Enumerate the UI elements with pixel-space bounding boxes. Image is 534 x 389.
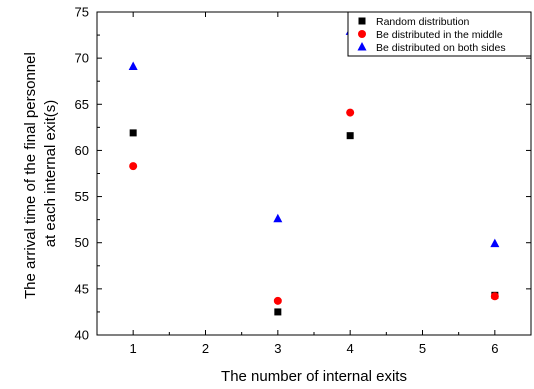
x-tick-label: 2 bbox=[202, 341, 209, 356]
legend-marker-3 bbox=[357, 42, 367, 51]
data-point-series-2 bbox=[129, 162, 138, 171]
y-tick-label: 75 bbox=[75, 5, 89, 20]
x-tick-label: 6 bbox=[491, 341, 498, 356]
y-axis-title-line-2: at each internal exit(s) bbox=[42, 100, 59, 248]
y-tick-label: 50 bbox=[75, 235, 89, 250]
y-tick-label: 60 bbox=[75, 143, 89, 158]
legend-label-2: Be distributed in the middle bbox=[376, 29, 503, 41]
data-point-series-3 bbox=[490, 238, 500, 248]
y-tick-label: 70 bbox=[75, 51, 89, 66]
data-point-series-2 bbox=[490, 292, 499, 301]
data-point-series-2 bbox=[346, 108, 355, 117]
data-point-series-3 bbox=[128, 61, 138, 70]
legend-label-3: Be distributed on both sides bbox=[376, 42, 506, 54]
x-tick-label: 1 bbox=[130, 341, 137, 356]
x-tick-label: 5 bbox=[419, 341, 426, 356]
data-point-series-3 bbox=[273, 213, 283, 223]
plot-frame bbox=[96, 11, 532, 336]
data-point-series-1 bbox=[129, 129, 137, 137]
legend-marker-1 bbox=[358, 17, 366, 25]
legend-label-1: Random distribution bbox=[376, 16, 470, 28]
data-point-series-1 bbox=[346, 132, 354, 140]
y-axis-title: The arrival time of the final personnel … bbox=[22, 48, 59, 299]
x-tick-label: 3 bbox=[274, 341, 281, 356]
y-tick-label: 55 bbox=[75, 189, 89, 204]
x-tick-label: 4 bbox=[347, 341, 354, 356]
y-tick-label: 40 bbox=[75, 328, 89, 343]
data-points bbox=[128, 26, 500, 316]
legend-marker-2 bbox=[358, 30, 366, 38]
y-tick-label: 45 bbox=[75, 281, 89, 296]
x-axis-title: The number of internal exits bbox=[221, 368, 407, 385]
data-point-series-2 bbox=[273, 296, 282, 305]
legend-box bbox=[347, 11, 532, 57]
data-point-series-1 bbox=[274, 308, 282, 316]
y-axis-title-line-1: The arrival time of the final personnel bbox=[22, 52, 39, 299]
y-tick-label: 65 bbox=[75, 97, 89, 112]
